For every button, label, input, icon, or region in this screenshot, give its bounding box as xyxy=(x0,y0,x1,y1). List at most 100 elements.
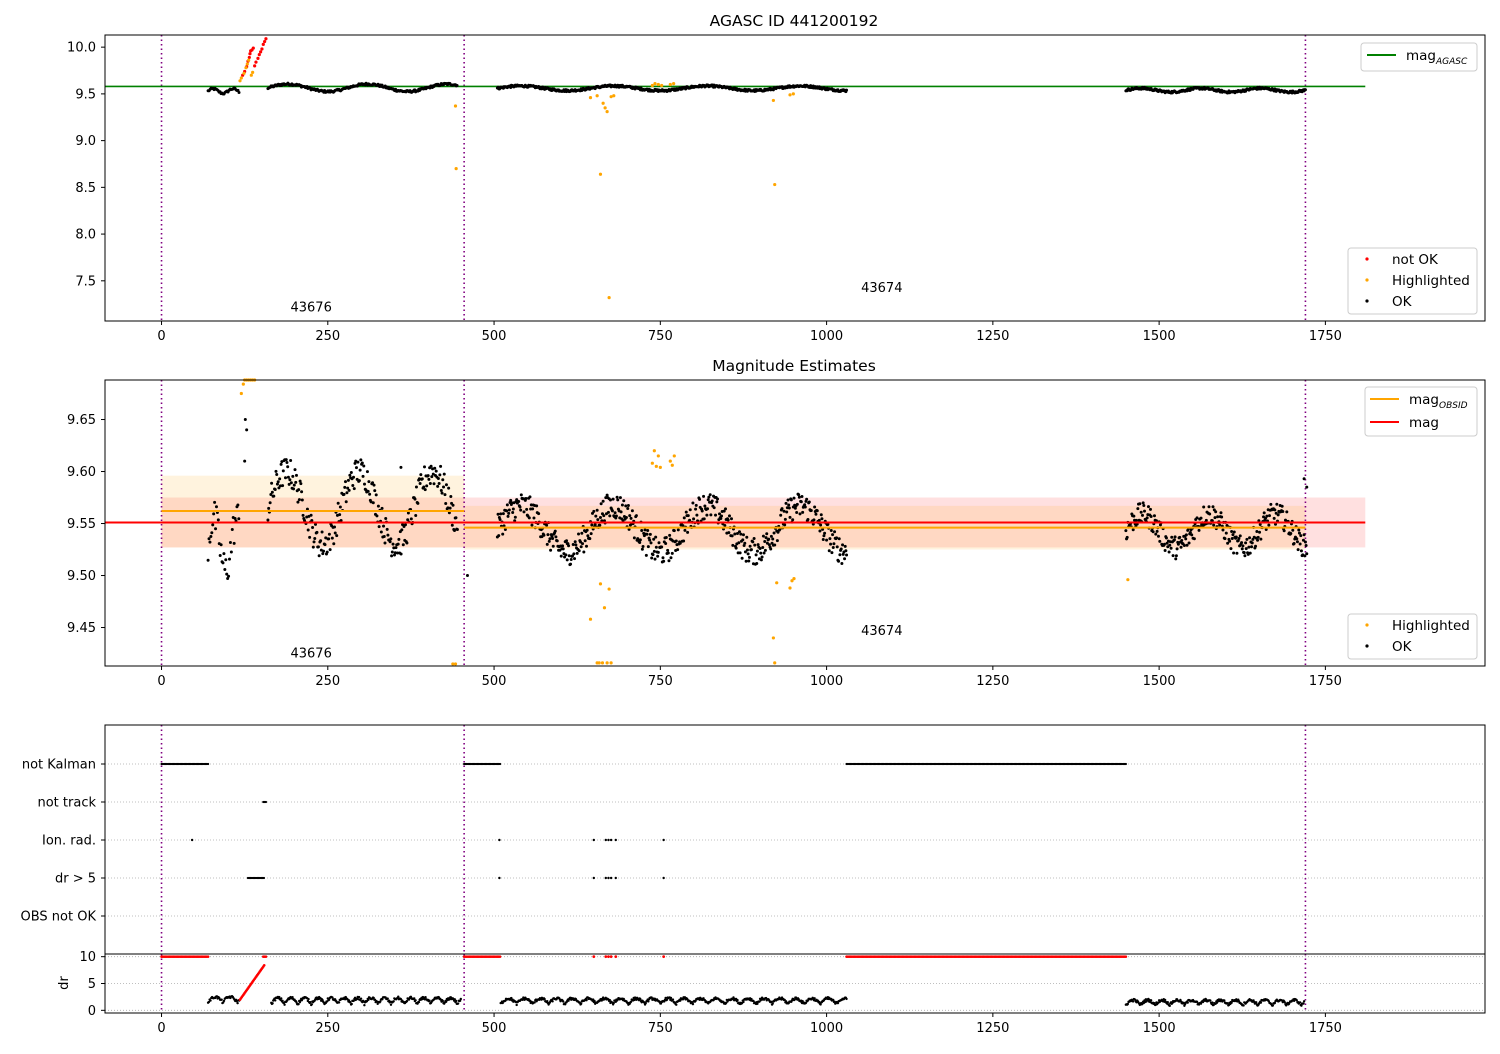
p2-ok-point xyxy=(624,504,628,508)
p2-ok-point xyxy=(769,534,773,538)
p2-ok-point xyxy=(1255,529,1259,533)
p4-ylabel: dr xyxy=(57,976,72,990)
p2-ok-point xyxy=(841,552,845,556)
p2-ok-point xyxy=(579,540,583,544)
p2-xtick-label: 750 xyxy=(648,674,673,689)
p2-ok-point xyxy=(615,495,619,499)
p2-ok-point xyxy=(1187,541,1191,545)
p2-ok-point xyxy=(669,556,673,560)
p2-ok-point xyxy=(626,507,630,511)
p1-highlighted-point xyxy=(588,96,593,100)
p2-ok-point xyxy=(660,545,664,549)
p2-ok-point xyxy=(270,481,274,485)
p1-highlighted-point xyxy=(791,92,795,96)
p3-flag-point xyxy=(498,838,501,842)
p2-ok-point xyxy=(820,517,824,521)
p2-ok-point xyxy=(797,493,801,497)
p2-ok-point xyxy=(391,542,395,546)
p4-dr-point xyxy=(845,997,848,1001)
p2-ok-point xyxy=(1224,531,1228,535)
p3-category-label: not Kalman xyxy=(22,758,96,773)
p2-ok-point xyxy=(818,529,822,533)
p2-ok-point xyxy=(546,533,550,537)
p2-ok-point xyxy=(301,513,305,517)
p2-ok-point xyxy=(565,539,569,543)
p2-ok-point xyxy=(739,532,743,536)
p2-ok-point xyxy=(807,500,811,504)
p2-ok-point xyxy=(843,557,847,561)
p2-ok-point xyxy=(551,544,555,548)
p2-highlighted-point xyxy=(453,662,458,666)
p2-ok-point xyxy=(267,506,271,510)
p2-ok-point xyxy=(622,499,626,503)
p4-dr-point xyxy=(1166,1001,1169,1004)
p4-dr-point xyxy=(379,1000,382,1003)
p2-ok-point xyxy=(1282,529,1286,533)
p4-dr-point xyxy=(1195,1000,1199,1004)
p4-dr-point xyxy=(413,997,416,1000)
p2-ok-point xyxy=(569,557,573,561)
p2-ok-point xyxy=(756,543,760,547)
p2-highlighted-point xyxy=(598,582,603,586)
p1-not-ok-point xyxy=(264,37,268,41)
p4-dr-point xyxy=(456,1002,460,1005)
p2-ok-point xyxy=(315,530,319,534)
p2-ok-point xyxy=(727,514,731,518)
p2-ok-point xyxy=(210,531,214,535)
p2-ok-point xyxy=(333,531,337,535)
p2-ok-point xyxy=(268,501,272,505)
p2-ok-point xyxy=(825,538,829,542)
p2-ok-point xyxy=(496,512,500,516)
p4-dr-point xyxy=(1235,998,1238,1001)
p2-ok-point xyxy=(773,543,777,547)
p2-highlighted-point xyxy=(597,661,601,665)
p2-obsid-label: 43676 xyxy=(290,647,331,662)
p2-ok-point xyxy=(598,523,602,527)
p2-ok-point xyxy=(368,492,372,496)
p2-ok-point xyxy=(313,522,317,526)
p2-ok-point xyxy=(209,534,213,538)
p3-flag-point xyxy=(592,876,596,880)
p2-ytick-label: 9.45 xyxy=(67,621,96,636)
p2-ok-point xyxy=(819,513,823,517)
p2-ok-point xyxy=(373,489,377,493)
p2-ok-point xyxy=(427,477,431,481)
p1-not-ok-point xyxy=(254,60,258,64)
p2-ok-point xyxy=(1259,537,1263,541)
p4-xtick-label: 250 xyxy=(315,1021,340,1036)
p2-ok-point xyxy=(297,498,301,502)
p2-ok-point xyxy=(567,544,571,548)
p1-ytick-label: 9.5 xyxy=(75,87,96,102)
p2-ok-point xyxy=(1250,545,1254,549)
p2-highlighted-point xyxy=(1126,578,1130,582)
p2-ok-point xyxy=(287,482,291,486)
p2-ok-point xyxy=(703,504,707,508)
p2-ok-point xyxy=(737,530,741,534)
p2-ok-point xyxy=(384,516,388,520)
p2-ok-point xyxy=(390,554,394,558)
p4-dr-point xyxy=(832,998,835,1002)
p1-highlighted-point xyxy=(603,106,607,110)
legend2-ok-label: OK xyxy=(1392,639,1413,655)
p2-ok-point xyxy=(1169,546,1173,550)
p2-ok-point xyxy=(829,542,833,546)
p2-ok-point xyxy=(654,545,658,549)
p4-dr-point xyxy=(414,999,417,1002)
p2-ok-point xyxy=(243,459,247,463)
p2-ok-point xyxy=(582,550,586,554)
p2-ok-point xyxy=(762,551,766,555)
p2-ok-point xyxy=(1247,545,1251,549)
p2-ok-point xyxy=(311,545,315,549)
p2-ok-point xyxy=(752,536,756,540)
p2-ok-point xyxy=(1250,541,1254,545)
p2-ok-point xyxy=(444,501,448,505)
p4-dr-saturated-point xyxy=(498,955,502,958)
p2-ok-point xyxy=(741,538,745,542)
p2-ok-point xyxy=(392,546,396,550)
p2-ok-point xyxy=(1237,537,1241,541)
p2-ok-point xyxy=(279,462,283,466)
p2-ok-point xyxy=(270,490,274,494)
p2-ok-point xyxy=(664,536,668,540)
p2-ok-point xyxy=(1232,551,1236,555)
